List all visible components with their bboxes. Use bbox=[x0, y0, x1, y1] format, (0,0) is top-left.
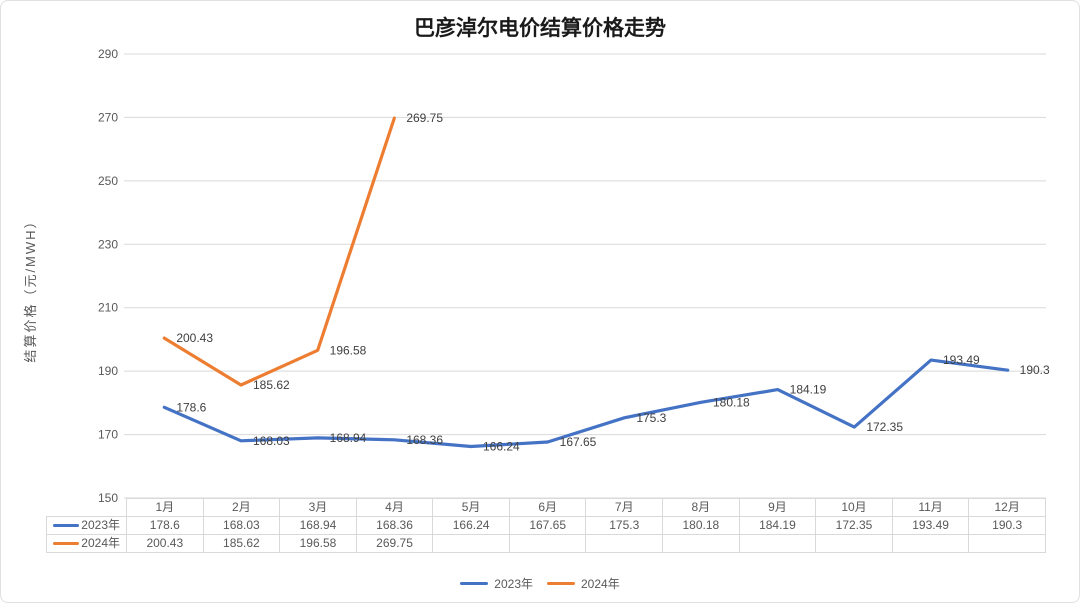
month-header: 2月 bbox=[202, 498, 281, 517]
value-cell: 200.43 bbox=[126, 534, 204, 553]
value-cell bbox=[891, 534, 970, 553]
value-cell: 196.58 bbox=[279, 534, 357, 553]
y-tick-label: 270 bbox=[98, 110, 118, 124]
value-cell: 175.3 bbox=[585, 516, 664, 535]
y-tick-label: 150 bbox=[98, 491, 118, 505]
month-header: 1月 bbox=[126, 498, 204, 517]
month-header: 7月 bbox=[585, 498, 664, 517]
value-cell: 178.6 bbox=[126, 516, 204, 535]
legend-key-icon bbox=[547, 582, 575, 585]
y-tick-label: 190 bbox=[98, 364, 118, 378]
data-label: 184.19 bbox=[790, 383, 827, 397]
value-cell: 184.19 bbox=[738, 516, 817, 535]
value-cell: 193.49 bbox=[891, 516, 970, 535]
value-cell: 190.3 bbox=[968, 516, 1046, 535]
data-label: 185.62 bbox=[253, 378, 290, 392]
y-tick-label: 170 bbox=[98, 428, 118, 442]
value-cell: 185.62 bbox=[202, 534, 281, 553]
data-label: 269.75 bbox=[406, 111, 443, 125]
month-header: 12月 bbox=[968, 498, 1046, 517]
table-row: 2024年 200.43 185.62 196.58 269.75 bbox=[46, 534, 1046, 553]
data-label: 193.49 bbox=[943, 353, 980, 367]
month-header: 9月 bbox=[738, 498, 817, 517]
value-cell: 180.18 bbox=[662, 516, 740, 535]
month-header: 3月 bbox=[279, 498, 357, 517]
value-cell: 172.35 bbox=[815, 516, 893, 535]
value-cell: 167.65 bbox=[508, 516, 587, 535]
month-header: 4月 bbox=[355, 498, 434, 517]
y-tick-label: 250 bbox=[98, 174, 118, 188]
series-line-2023年 bbox=[162, 358, 1010, 449]
data-label: 168.36 bbox=[406, 433, 443, 447]
value-cell bbox=[585, 534, 664, 553]
data-label: 167.65 bbox=[560, 435, 597, 449]
value-cell: 269.75 bbox=[355, 534, 434, 553]
data-label: 190.3 bbox=[1020, 363, 1050, 377]
legend-item: 2024年 bbox=[547, 575, 620, 592]
series-name: 2023年 bbox=[81, 518, 120, 532]
data-label: 200.43 bbox=[176, 331, 213, 345]
series-name-cell: 2024年 bbox=[46, 534, 127, 553]
value-cell: 168.03 bbox=[202, 516, 281, 535]
data-label: 180.18 bbox=[713, 395, 750, 409]
chart-title: 巴彦淖尔电价结算价格走势 bbox=[414, 16, 666, 40]
value-cell bbox=[508, 534, 587, 553]
data-label: 178.6 bbox=[176, 400, 206, 414]
series-name-cell: 2023年 bbox=[46, 516, 127, 535]
series-line-2024年 bbox=[162, 116, 396, 387]
value-cell: 168.36 bbox=[355, 516, 434, 535]
data-label: 168.03 bbox=[253, 434, 290, 448]
value-cell bbox=[968, 534, 1046, 553]
value-cell bbox=[432, 534, 510, 553]
y-tick-label: 230 bbox=[98, 237, 118, 251]
legend-key-icon bbox=[460, 582, 489, 585]
data-label: 166.24 bbox=[483, 439, 520, 453]
table-corner-cell bbox=[47, 499, 127, 517]
series-key-icon bbox=[53, 542, 79, 545]
y-tick-label: 290 bbox=[98, 47, 118, 61]
data-label: 172.35 bbox=[866, 420, 903, 434]
series-key-icon bbox=[53, 524, 79, 527]
data-label: 175.3 bbox=[636, 411, 666, 425]
value-cell: 166.24 bbox=[432, 516, 510, 535]
month-header: 8月 bbox=[662, 498, 740, 517]
data-label: 196.58 bbox=[330, 343, 367, 357]
legend-label: 2023年 bbox=[494, 577, 533, 591]
series-name: 2024年 bbox=[81, 536, 120, 550]
month-header: 10月 bbox=[815, 498, 893, 517]
y-tick-label: 210 bbox=[98, 301, 118, 315]
chart-data-table: 1月 2月 3月 4月 5月 6月 7月 8月 9月 10月 11月 12月 2023年 178.6 168… bbox=[46, 498, 1046, 553]
value-cell bbox=[662, 534, 740, 553]
table-row: 2023年 178.6 168.03 168.94 168.36 166.24 167.65… bbox=[46, 516, 1046, 535]
legend-label: 2024年 bbox=[581, 577, 620, 591]
value-cell bbox=[738, 534, 817, 553]
month-header: 11月 bbox=[891, 498, 970, 517]
legend-item: 2023年 bbox=[460, 575, 533, 592]
value-cell bbox=[815, 534, 893, 553]
chart-legend: 2023年 2024年 bbox=[1, 575, 1079, 592]
month-header: 5月 bbox=[432, 498, 510, 517]
month-header: 6月 bbox=[508, 498, 587, 517]
data-label: 168.94 bbox=[330, 431, 367, 445]
value-cell: 168.94 bbox=[279, 516, 357, 535]
